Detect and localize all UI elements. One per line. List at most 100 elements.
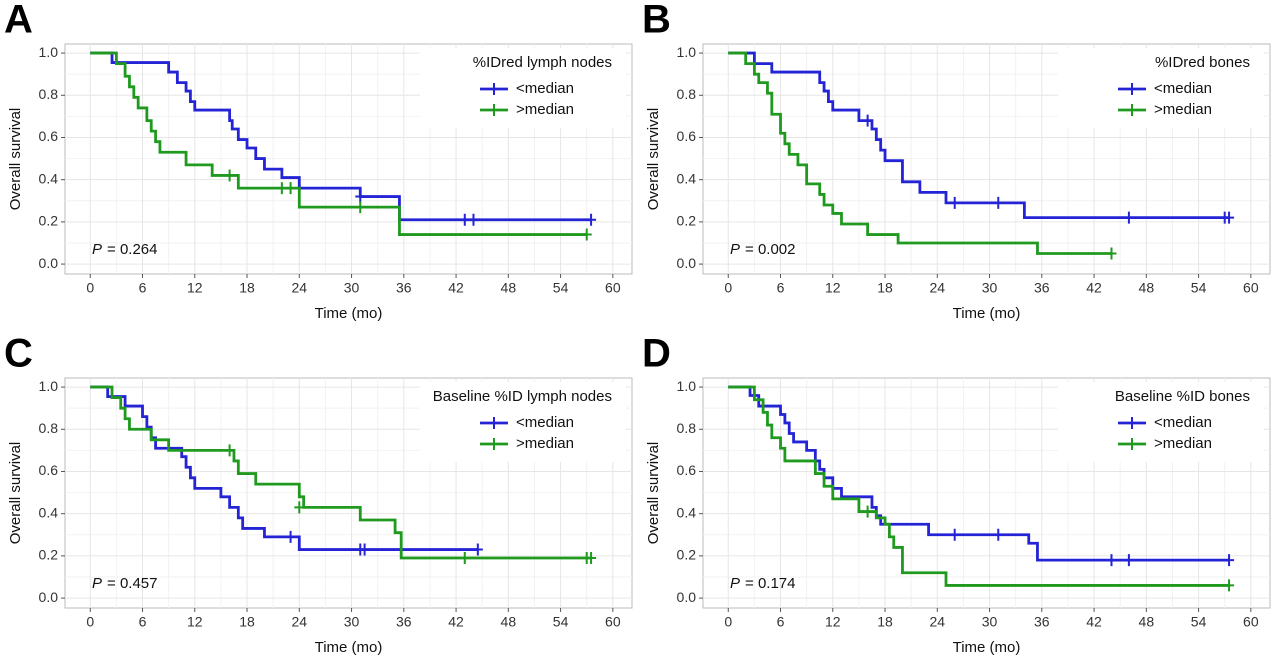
censor-mark [459, 551, 470, 564]
y-tick-label: 0.2 [39, 547, 59, 563]
survival-curve [728, 51, 1230, 220]
p-value: P = 0.002 [730, 241, 795, 258]
y-tick-label: 0.0 [39, 589, 59, 605]
x-tick-label: 12 [825, 614, 841, 630]
y-tick-label: 0.0 [677, 589, 697, 605]
censor-mark [224, 169, 235, 182]
x-axis-label: Time (mo) [953, 639, 1021, 656]
x-tick-label: 6 [777, 280, 785, 296]
survival-curve [728, 385, 1230, 587]
x-tick-label: 12 [187, 280, 203, 296]
panel-letter: B [642, 0, 671, 42]
censor-mark [359, 543, 370, 556]
censor-mark [1106, 247, 1117, 260]
censor-mark [355, 190, 366, 203]
p-text: = 0.457 [107, 575, 157, 592]
y-tick-label: 1.0 [39, 44, 59, 60]
x-tick-label: 24 [930, 280, 946, 296]
y-tick-label: 0.4 [39, 504, 59, 520]
y-tick-label: 0.0 [39, 255, 59, 271]
survival-curve [90, 385, 592, 560]
p-symbol: P [730, 241, 740, 258]
legend-title: Baseline %ID lymph nodes [433, 388, 612, 405]
censor-mark [586, 551, 597, 564]
censor-mark [1224, 211, 1235, 224]
x-tick-label: 30 [982, 280, 998, 296]
y-tick-label: 0.2 [39, 213, 59, 229]
x-tick-label: 48 [1139, 614, 1155, 630]
survival-curve [728, 385, 1230, 562]
p-value: P = 0.457 [92, 575, 157, 592]
censor-mark [355, 201, 366, 214]
x-axis-label: Time (mo) [953, 305, 1021, 322]
panel: 0 6 12 18 24 30 36 42 48 54 60 0.0 0.2 0.4 0.6 0.8 1.0 Ba… [642, 332, 1271, 656]
x-tick-label: 36 [1034, 280, 1050, 296]
censor-mark [1123, 554, 1134, 567]
x-tick-label: 60 [605, 280, 621, 296]
x-tick-label: 0 [86, 280, 94, 296]
y-tick-label: 0.8 [39, 86, 59, 102]
x-axis-label: Time (mo) [315, 305, 383, 322]
legend-box [420, 48, 626, 128]
legend-label: <median [516, 80, 574, 97]
x-tick-label: 30 [344, 614, 360, 630]
legend-title: %IDred bones [1155, 54, 1250, 71]
x-tick-label: 6 [777, 614, 785, 630]
x-tick-label: 60 [1243, 280, 1259, 296]
x-tick-label: 6 [139, 280, 147, 296]
censor-mark [285, 182, 296, 195]
x-tick-label: 18 [877, 614, 893, 630]
panel-letter: A [4, 0, 33, 42]
p-text: = 0.174 [745, 575, 795, 592]
p-symbol: P [92, 575, 102, 592]
p-symbol: P [92, 241, 102, 258]
y-tick-label: 0.4 [677, 504, 697, 520]
x-tick-label: 54 [1191, 280, 1207, 296]
y-tick-label: 0.8 [677, 86, 697, 102]
legend-label: <median [516, 414, 574, 431]
censor-mark [862, 114, 873, 127]
survival-curve [90, 51, 587, 236]
censor-mark [468, 213, 479, 226]
legend-label: <median [1154, 414, 1212, 431]
censor-mark [459, 213, 470, 226]
x-tick-label: 60 [1243, 614, 1259, 630]
x-tick-label: 18 [877, 280, 893, 296]
y-tick-label: 1.0 [39, 378, 59, 394]
x-tick-label: 18 [239, 614, 255, 630]
censor-mark [949, 196, 960, 209]
x-tick-label: 12 [825, 280, 841, 296]
p-text: = 0.002 [745, 241, 795, 258]
censor-mark [472, 543, 483, 556]
y-tick-label: 0.6 [39, 462, 59, 478]
censor-mark [862, 505, 873, 518]
legend-box [420, 382, 626, 462]
y-tick-label: 1.0 [677, 378, 697, 394]
x-tick-label: 48 [1139, 280, 1155, 296]
x-tick-label: 54 [553, 280, 569, 296]
y-axis-label: Overall survival [7, 108, 24, 211]
x-tick-label: 24 [292, 614, 308, 630]
censor-mark [949, 528, 960, 541]
legend-label: >median [1154, 435, 1212, 452]
y-tick-label: 0.4 [677, 170, 697, 186]
legend-box [1058, 48, 1264, 128]
censor-mark [586, 213, 597, 226]
panel: 0 6 12 18 24 30 36 42 48 54 60 0.0 0.2 0.4 0.6 0.8 1.0 %I… [642, 0, 1271, 322]
panel: 0 6 12 18 24 30 36 42 48 54 60 0.0 0.2 0.4 0.6 0.8 1.0 Ba… [4, 332, 633, 656]
panel: 0 6 12 18 24 30 36 42 48 54 60 0.0 0.2 0.4 0.6 0.8 1.0 %I… [4, 0, 633, 322]
legend-box [1058, 382, 1264, 462]
censor-mark [1106, 554, 1117, 567]
legend-label: >median [516, 101, 574, 118]
x-tick-label: 6 [139, 614, 147, 630]
legend-label: >median [1154, 101, 1212, 118]
y-tick-label: 1.0 [677, 44, 697, 60]
legend-title: %IDred lymph nodes [473, 54, 612, 71]
x-tick-label: 0 [86, 614, 94, 630]
y-tick-label: 0.2 [677, 547, 697, 563]
y-tick-label: 0.8 [39, 420, 59, 436]
censor-mark [993, 528, 1004, 541]
legend-title: Baseline %ID bones [1115, 388, 1250, 405]
survival-curve [728, 51, 1112, 255]
x-tick-label: 0 [724, 280, 732, 296]
